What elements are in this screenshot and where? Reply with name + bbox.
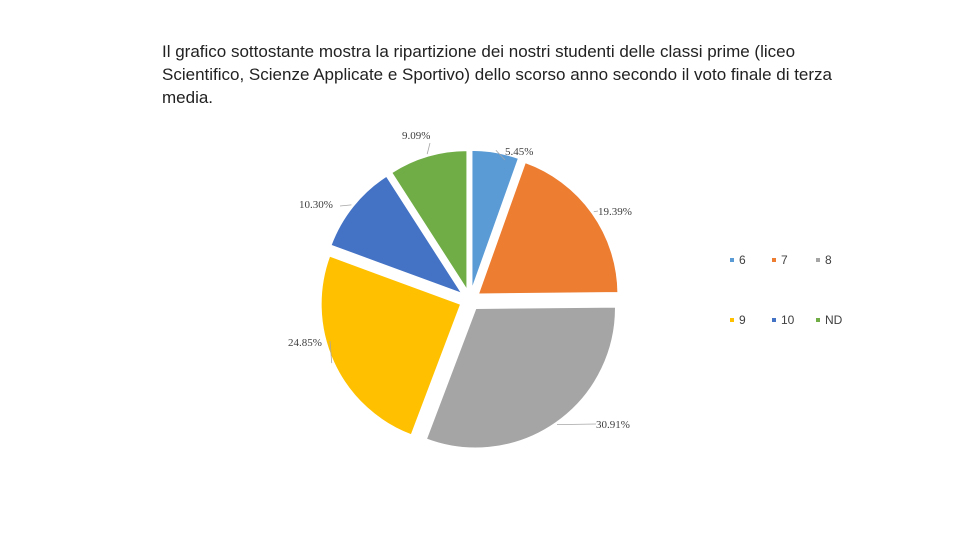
pie-slice-6: [470, 149, 520, 291]
legend-label-nd: ND: [825, 313, 843, 327]
legend-item-9: 9: [730, 313, 746, 327]
legend-swatch-7: [772, 258, 776, 262]
legend-swatch-9: [730, 318, 734, 322]
data-label-10: 10.30%: [299, 199, 333, 211]
leader-line-6: [495, 149, 506, 161]
leader-line-9: [329, 340, 333, 364]
leader-line-8: [557, 423, 597, 426]
legend-item-nd: ND: [816, 313, 843, 327]
data-labels: 5.45% 19.39% 30.91% 24.85% 10.30% 9.09%: [288, 130, 632, 431]
legend-label-10: 10: [781, 313, 795, 327]
data-label-9: 24.85%: [288, 337, 322, 349]
legend-swatch-8: [816, 258, 820, 262]
leader-line-nd: [426, 142, 431, 155]
data-label-8: 30.91%: [596, 419, 630, 431]
legend-swatch-6: [730, 258, 734, 262]
chart-title: Il grafico sottostante mostra la riparti…: [162, 42, 832, 107]
pie-slice-9: [320, 254, 462, 437]
legend-label-7: 7: [781, 253, 788, 267]
legend-item-10: 10: [772, 313, 795, 327]
pie-slice-8: [425, 306, 617, 449]
data-label-nd: 9.09%: [402, 130, 430, 142]
pie-slices: [320, 149, 619, 449]
data-label-7: 19.39%: [598, 206, 632, 218]
leader-line-10: [339, 204, 352, 207]
legend-label-8: 8: [825, 253, 832, 267]
legend-label-6: 6: [739, 253, 746, 267]
legend-item-6: 6: [730, 253, 746, 267]
legend: 6 7 8 9 10 ND: [730, 253, 843, 327]
legend-item-8: 8: [816, 253, 832, 267]
legend-swatch-10: [772, 318, 776, 322]
data-label-6: 5.45%: [505, 146, 533, 158]
pie-slice-nd: [390, 149, 468, 293]
pie-slice-10: [329, 174, 465, 296]
leader-line-7: [593, 210, 599, 213]
legend-item-7: 7: [772, 253, 788, 267]
legend-label-9: 9: [739, 313, 746, 327]
pie-slice-7: [477, 161, 619, 295]
legend-swatch-nd: [816, 318, 820, 322]
